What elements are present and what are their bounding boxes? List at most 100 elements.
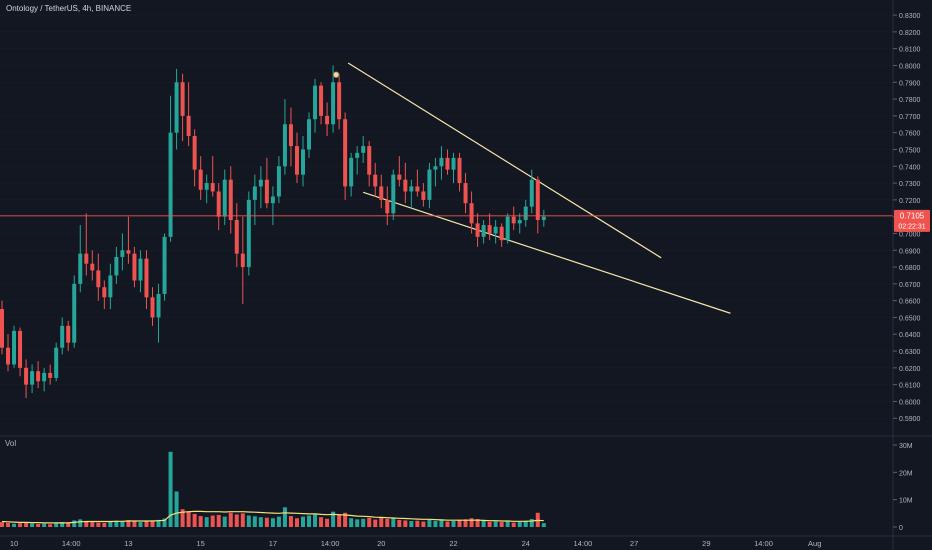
candle-body	[337, 82, 342, 120]
volume-bar	[331, 511, 336, 527]
volume-bar	[48, 524, 53, 527]
candle	[349, 152, 354, 197]
candle	[216, 183, 221, 231]
candle	[343, 112, 348, 200]
candle	[270, 186, 275, 226]
current-price-badge: 0.7105 02:22:31	[894, 209, 930, 232]
candle	[72, 275, 77, 348]
bar-countdown: 02:22:31	[898, 223, 925, 230]
price-tick-label: 0.6800	[899, 265, 921, 272]
volume-bar	[319, 517, 324, 527]
candle-body	[373, 174, 378, 187]
price-tick-label: 0.6000	[899, 399, 921, 406]
marker-icon[interactable]	[332, 71, 340, 79]
trendlines[interactable]	[347, 62, 731, 314]
candle	[84, 213, 89, 276]
time-tick-label: 10	[10, 539, 18, 548]
candle	[264, 157, 269, 209]
candle-body	[78, 253, 83, 284]
price-axis[interactable]: 0.8300 0.8200 0.8100 0.8000 0.7900 0.7800 0.77…	[893, 13, 921, 423]
candle	[481, 220, 486, 244]
candle-body	[12, 330, 17, 365]
candle-body	[481, 225, 486, 237]
candle	[0, 300, 4, 355]
candle	[186, 82, 191, 147]
volume-bar	[457, 519, 462, 527]
volume-bar	[120, 521, 125, 527]
volume-bar	[168, 451, 173, 527]
candle	[126, 216, 131, 264]
trendline[interactable]	[347, 62, 662, 259]
candle-body	[150, 297, 155, 318]
candle	[234, 203, 239, 268]
candle	[505, 213, 510, 244]
candle	[246, 191, 251, 276]
time-tick-label: 14:00	[754, 539, 773, 548]
candle-body	[282, 124, 287, 167]
candle-body	[210, 183, 215, 192]
candle	[108, 263, 113, 310]
candle	[150, 287, 155, 326]
candle-body	[457, 157, 462, 184]
candle	[451, 152, 456, 184]
candle	[96, 253, 101, 301]
candle	[301, 136, 305, 187]
volume-bar	[276, 516, 281, 527]
trendline[interactable]	[363, 191, 731, 314]
candle	[361, 136, 366, 163]
volume-bar	[313, 513, 318, 527]
candle-body	[132, 253, 137, 281]
candle	[415, 169, 420, 197]
drawing-marker[interactable]	[332, 71, 340, 79]
candle-body	[240, 253, 245, 268]
symbol-title[interactable]: Ontology / TetherUS, 4h, BINANCE	[6, 4, 132, 13]
volume-bar	[523, 520, 528, 527]
volume-ma	[1, 510, 544, 524]
volume-bar	[126, 520, 131, 527]
price-tick-label: 0.6300	[899, 349, 921, 356]
volume-bar	[505, 521, 510, 527]
volume-bar	[180, 509, 185, 527]
price-badge-background	[894, 209, 930, 232]
candle	[276, 156, 281, 204]
volume-bar	[288, 516, 293, 527]
volume-bar	[24, 522, 29, 527]
volume-bar	[475, 519, 480, 527]
time-tick-label: 13	[124, 539, 132, 548]
volume-bar	[499, 522, 504, 527]
candle-body	[0, 309, 4, 348]
candle-body	[487, 225, 492, 234]
volume-bar	[307, 515, 312, 527]
volume-bar	[78, 519, 83, 527]
volume-bar	[487, 521, 492, 527]
volume-bar	[246, 515, 251, 527]
candle	[240, 216, 245, 305]
candle-body	[108, 275, 113, 298]
candle-body	[228, 179, 233, 221]
price-tick-label: 0.8100	[899, 47, 921, 54]
volume-bar	[343, 512, 348, 527]
candle	[252, 174, 257, 226]
candle	[66, 320, 71, 352]
price-tick-label: 0.7800	[899, 97, 921, 104]
price-tick-label: 0.7600	[899, 131, 921, 138]
candle	[204, 174, 209, 204]
time-axis[interactable]: 10 14:00 13 15 17 14:00 20 22 24 14:00 27 29 14:00 Au…	[10, 539, 822, 548]
candle-body	[493, 226, 498, 234]
candle-body	[90, 263, 95, 271]
candle	[493, 220, 498, 244]
price-tick-label: 0.5900	[899, 416, 921, 423]
volume-bar	[282, 507, 287, 527]
price-tick-label: 0.7000	[899, 231, 921, 238]
candle	[114, 246, 119, 284]
volume-bar	[198, 516, 203, 527]
candle-body	[367, 146, 372, 175]
candle	[433, 157, 438, 187]
candle-body	[66, 325, 71, 343]
volume-bar	[439, 520, 444, 527]
candle-body	[463, 183, 468, 204]
candle	[355, 146, 360, 175]
candle	[313, 78, 318, 133]
candle-body	[294, 146, 299, 175]
